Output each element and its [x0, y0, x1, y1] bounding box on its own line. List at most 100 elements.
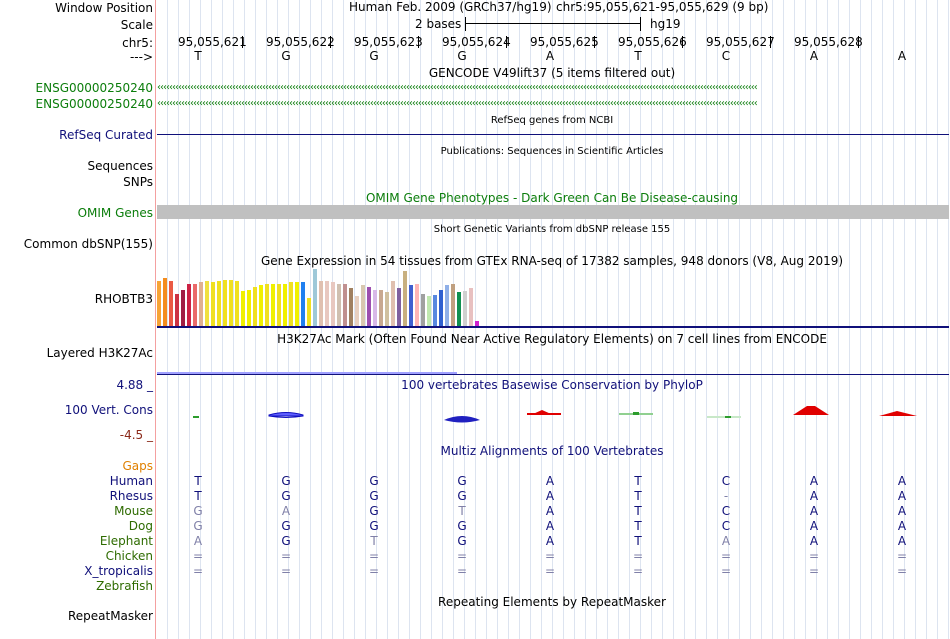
gtex-tissue-bar[interactable] [271, 284, 275, 326]
gridline [563, 0, 564, 639]
gtex-tissue-bar[interactable] [475, 321, 479, 326]
gtex-tissue-bar[interactable] [457, 292, 461, 326]
alignment-base: A [809, 519, 819, 533]
gridline [486, 0, 487, 639]
layered-h3k27ac-label[interactable]: Layered H3K27Ac [46, 346, 153, 360]
species-zebrafish[interactable]: Zebrafish [96, 579, 153, 593]
repeatmasker-label[interactable]: RepeatMasker [67, 609, 153, 623]
gridline [684, 0, 685, 639]
rhobtb3-label[interactable]: RHOBTB3 [94, 292, 153, 306]
gtex-tissue-bar[interactable] [229, 280, 233, 326]
gtex-tissue-bar[interactable] [295, 282, 299, 326]
gtex-tissue-bar[interactable] [241, 291, 245, 326]
gtex-tissue-bar[interactable] [421, 294, 425, 326]
cons-min-label: -4.5 _ [119, 428, 153, 442]
coordinate-tick-label: 95,055,621 [178, 35, 247, 49]
gtex-tissue-bar[interactable] [385, 292, 389, 326]
gridline [288, 0, 289, 639]
cons-label[interactable]: 100 Vert. Cons [64, 403, 153, 417]
ensg-transcript-2[interactable]: ‹‹‹‹‹‹‹‹‹‹‹‹‹‹‹‹‹‹‹‹‹‹‹‹‹‹‹‹‹‹‹‹‹‹‹‹‹‹‹‹… [157, 99, 758, 109]
alignment-base: = [632, 549, 644, 563]
species-mouse[interactable]: Mouse [114, 504, 153, 518]
gtex-tissue-bar[interactable] [211, 282, 215, 326]
alignment-base: G [457, 519, 467, 533]
refseq-label[interactable]: RefSeq Curated [59, 128, 153, 142]
alignment-base: = [368, 564, 380, 578]
omim-gene-bar[interactable] [157, 205, 949, 219]
gtex-tissue-bar[interactable] [217, 281, 221, 326]
gtex-tissue-bar[interactable] [259, 285, 263, 326]
gtex-tissue-bar[interactable] [289, 282, 293, 326]
alignment-base: A [809, 534, 819, 548]
gtex-tissue-bar[interactable] [445, 285, 449, 326]
gtex-tissue-bar[interactable] [247, 290, 251, 326]
gtex-tissue-bar[interactable] [469, 288, 473, 326]
gtex-tissue-bar[interactable] [319, 281, 323, 326]
ensg-label-1[interactable]: ENSG00000250240 [35, 81, 153, 95]
alignment-base: T [458, 504, 466, 518]
gtex-tissue-bar[interactable] [301, 282, 305, 326]
gtex-tissue-bar[interactable] [373, 290, 377, 326]
gtex-tissue-bar[interactable] [451, 284, 455, 326]
gtex-tissue-bar[interactable] [349, 288, 353, 326]
gtex-tissue-bar[interactable] [367, 287, 371, 326]
species-rhesus[interactable]: Rhesus [109, 489, 153, 503]
ensg-label-2[interactable]: ENSG00000250240 [35, 97, 153, 111]
gtex-tissue-bar[interactable] [391, 281, 395, 326]
alignment-base: G [281, 519, 291, 533]
gtex-tissue-bar[interactable] [439, 290, 443, 326]
omim-label[interactable]: OMIM Genes [77, 206, 153, 220]
coordinate-tick [770, 36, 771, 48]
gtex-tissue-bar[interactable] [361, 285, 365, 326]
gtex-tissue-bar[interactable] [253, 287, 257, 326]
gtex-tissue-bar[interactable] [223, 280, 227, 326]
ensg-transcript-1[interactable]: ‹‹‹‹‹‹‹‹‹‹‹‹‹‹‹‹‹‹‹‹‹‹‹‹‹‹‹‹‹‹‹‹‹‹‹‹‹‹‹‹… [157, 83, 758, 93]
refseq-gene-line[interactable] [157, 134, 949, 135]
gtex-tissue-bar[interactable] [355, 296, 359, 326]
sequences-label[interactable]: Sequences [87, 159, 153, 173]
phylop-title: 100 vertebrates Basewise Conservation by… [401, 378, 703, 392]
gaps-label[interactable]: Gaps [122, 459, 153, 473]
gtex-tissue-bar[interactable] [409, 285, 413, 326]
species-chicken[interactable]: Chicken [105, 549, 153, 563]
gridline [233, 0, 234, 639]
gtex-tissue-bar[interactable] [235, 281, 239, 326]
gtex-tissue-bar[interactable] [193, 284, 197, 326]
gridline [354, 0, 355, 639]
alignment-base: = [192, 549, 204, 563]
snps-label[interactable]: SNPs [123, 175, 153, 189]
species-human[interactable]: Human [109, 474, 153, 488]
gtex-tissue-bar[interactable] [463, 291, 467, 326]
gtex-tissue-bar[interactable] [175, 294, 179, 326]
gtex-tissue-bar[interactable] [433, 295, 437, 326]
common-dbsnp-label[interactable]: Common dbSNP(155) [23, 237, 153, 251]
gtex-tissue-bar[interactable] [283, 284, 287, 326]
gtex-tissue-bar[interactable] [265, 284, 269, 326]
gtex-tissue-bar[interactable] [427, 296, 431, 326]
gtex-tissue-bar[interactable] [307, 298, 311, 326]
gtex-tissue-bar[interactable] [331, 282, 335, 326]
gtex-tissue-bar[interactable] [343, 284, 347, 326]
gtex-tissue-bar[interactable] [397, 288, 401, 326]
dbsnp-title: Short Genetic Variants from dbSNP releas… [433, 224, 671, 235]
gtex-tissue-bar[interactable] [205, 281, 209, 326]
alignment-base: G [457, 474, 467, 488]
gtex-tissue-bar[interactable] [277, 284, 281, 326]
gtex-tissue-bar[interactable] [187, 284, 191, 326]
gtex-tissue-bar[interactable] [415, 284, 419, 326]
gtex-tissue-bar[interactable] [337, 284, 341, 326]
gtex-tissue-bar[interactable] [157, 281, 161, 326]
gtex-tissue-bar[interactable] [163, 278, 167, 326]
gtex-tissue-bar[interactable] [325, 281, 329, 326]
species-elephant[interactable]: Elephant [99, 534, 153, 548]
species-x-tropicalis[interactable]: X_tropicalis [84, 564, 153, 578]
gtex-tissue-bar[interactable] [169, 281, 173, 326]
gtex-tissue-bar[interactable] [403, 271, 407, 326]
alignment-base: A [897, 534, 907, 548]
species-dog[interactable]: Dog [128, 519, 153, 533]
gtex-tissue-bar[interactable] [199, 282, 203, 326]
gtex-bar-chart[interactable] [157, 268, 537, 326]
gtex-tissue-bar[interactable] [379, 290, 383, 326]
gtex-tissue-bar[interactable] [181, 290, 185, 326]
gtex-tissue-bar[interactable] [313, 269, 317, 326]
